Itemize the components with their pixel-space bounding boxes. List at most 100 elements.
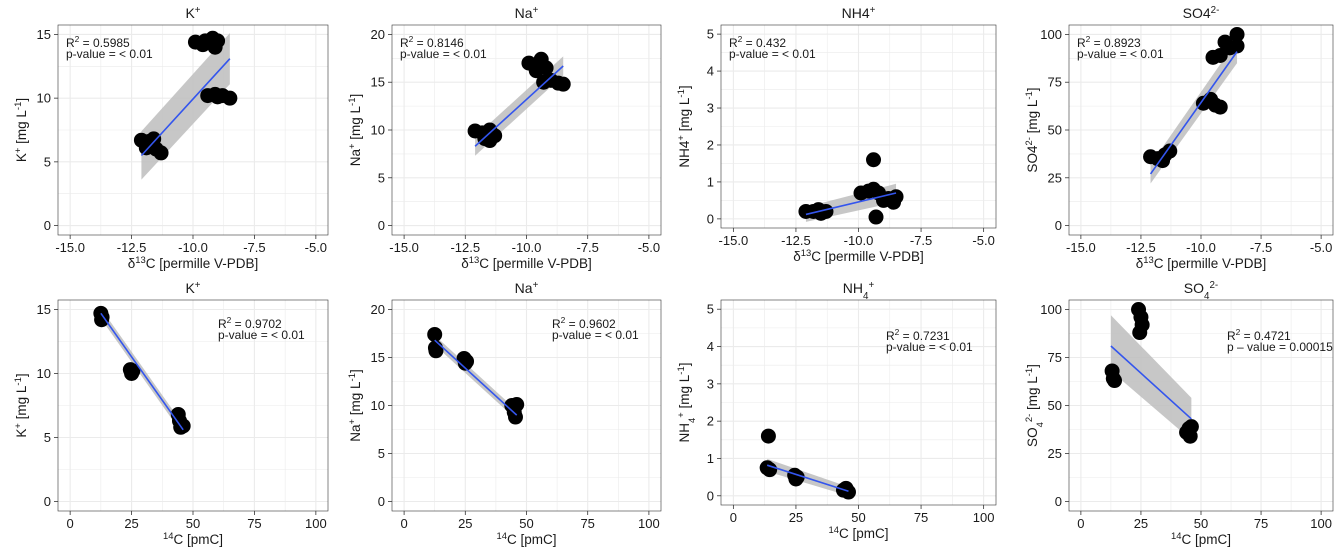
panel-title: SO42-	[1184, 280, 1218, 302]
y-axis-label: Na+ [mg L-1]	[347, 94, 364, 166]
x-tick-label: 0	[730, 510, 737, 525]
y-tick-label: 10	[371, 123, 385, 138]
x-tick-label: -5.0	[305, 240, 327, 255]
r-squared-label: R2 = 0.7231	[886, 327, 950, 343]
y-tick-label: 5	[707, 27, 714, 42]
data-point	[195, 37, 211, 53]
r-squared-label: R2 = 0.9702	[218, 315, 282, 331]
panel-4: -15.0 -12.5 -10.0 -7.5 -5.0 0 25 50 75 100 SO42- δ1…	[1024, 5, 1334, 272]
r-squared-label: R2 = 0.8146	[400, 34, 464, 50]
x-tick-label: 50	[1194, 516, 1208, 531]
data-point	[1212, 99, 1228, 115]
y-axis-label: Na+ [mg L-1]	[347, 369, 364, 441]
y-tick-label: 10	[37, 91, 51, 106]
panel-6: 0 25 50 75 100 0 5 10 15 20 Na+ 14C [pmC] Na+ [mg L-…	[347, 280, 662, 548]
p-value-label: p-value = < 0.01	[886, 340, 973, 354]
x-tick-label: -12.5	[1126, 240, 1156, 255]
x-tick-label: -7.5	[243, 240, 265, 255]
regression-line	[805, 192, 897, 216]
data-point	[94, 312, 110, 328]
y-tick-label: 20	[371, 302, 385, 317]
grid	[721, 300, 996, 505]
data-point	[124, 365, 140, 381]
data-point	[866, 152, 882, 168]
y-axis-label: K+ [mg L-1]	[13, 98, 30, 162]
x-tick-label: 25	[789, 510, 803, 525]
x-tick-label: 75	[1254, 516, 1268, 531]
y-tick-label: 5	[44, 154, 51, 169]
y-tick-label: 20	[371, 27, 385, 42]
x-tick-label: -10.0	[512, 240, 542, 255]
x-tick-label: 100	[638, 516, 660, 531]
p-value-label: p-value = < 0.01	[66, 47, 153, 61]
y-tick-label: 3	[707, 376, 714, 391]
y-tick-label: 25	[1048, 446, 1062, 461]
data-point	[1132, 325, 1148, 341]
data-point	[509, 397, 525, 413]
data-point	[840, 484, 856, 500]
regression-line	[1110, 345, 1192, 420]
data-point	[528, 63, 544, 79]
x-axis-label: δ13C [permille V-PDB]	[1136, 255, 1267, 272]
panel-title: K+	[185, 280, 200, 297]
x-tick-label: -10.0	[844, 233, 874, 248]
y-tick-label: 4	[707, 339, 714, 354]
panel-5: 0 25 50 75 100 0 5 10 15 K+ 14C [pmC] K+ [mg L-1] R2…	[13, 280, 329, 548]
data-point	[1229, 38, 1245, 54]
y-axis-label: NH4+ [mg L-1]	[676, 363, 698, 443]
y-tick-label: 1	[707, 174, 714, 189]
regression-line	[434, 339, 518, 416]
panel-title: NH4+	[843, 280, 875, 302]
x-axis-label: 14C [pmC]	[163, 531, 223, 548]
x-tick-label: -10.0	[178, 240, 208, 255]
x-tick-label: 50	[519, 516, 533, 531]
x-tick-label: 25	[458, 516, 472, 531]
y-tick-label: 25	[1048, 170, 1062, 185]
p-value-label: p-value = < 0.01	[552, 328, 639, 342]
y-tick-label: 15	[371, 350, 385, 365]
p-value-label: p – value = 0.00015	[1227, 340, 1333, 354]
panel-title: K+	[185, 5, 200, 22]
data-point	[175, 418, 191, 434]
panel-8: 0 25 50 75 100 0 25 50 75 100 SO42- 14C [pmC] SO42- …	[1024, 280, 1334, 547]
y-tick-label: 0	[44, 494, 51, 509]
p-value-label: p-value = < 0.01	[1077, 47, 1164, 61]
data-point	[762, 462, 778, 478]
data-point	[427, 326, 443, 342]
data-point	[555, 76, 571, 92]
y-tick-label: 0	[707, 211, 714, 226]
x-tick-label: -10.0	[1186, 240, 1216, 255]
x-tick-label: 25	[124, 516, 138, 531]
y-tick-label: 100	[1040, 302, 1062, 317]
x-tick-label: 0	[1077, 516, 1084, 531]
regression-line	[1149, 51, 1238, 175]
panel-title: Na+	[515, 5, 539, 22]
x-axis-label: 14C [pmC]	[496, 531, 556, 548]
y-axis-label: NH4+ [mg L-1]	[676, 85, 693, 167]
data-point	[428, 343, 444, 359]
x-tick-label: -5.0	[1310, 240, 1332, 255]
y-tick-label: 10	[371, 398, 385, 413]
x-axis-label: δ13C [permille V-PDB]	[128, 255, 259, 272]
x-tick-label: 25	[1134, 516, 1148, 531]
data-point	[1155, 153, 1171, 169]
data-point	[507, 409, 523, 425]
y-tick-label: 15	[37, 27, 51, 42]
grid	[392, 25, 661, 235]
data-point	[222, 90, 238, 106]
grid	[392, 300, 661, 511]
y-tick-label: 10	[37, 366, 51, 381]
x-tick-label: 0	[67, 516, 74, 531]
grid	[58, 25, 328, 235]
panel-2: -15.0 -12.5 -10.0 -7.5 -5.0 0 5 10 15 20 Na+ δ13C […	[347, 5, 662, 271]
confidence-band	[1110, 315, 1192, 441]
r-squared-label: R2 = 0.8923	[1077, 34, 1141, 50]
panel-title: Na+	[515, 280, 539, 297]
x-tick-label: 75	[914, 510, 928, 525]
panel-title: SO42-	[1183, 5, 1220, 22]
y-tick-label: 0	[707, 488, 714, 503]
grid	[58, 300, 328, 511]
y-tick-label: 5	[378, 446, 385, 461]
y-axis-label: SO42- [mg L-1]	[1024, 364, 1046, 447]
